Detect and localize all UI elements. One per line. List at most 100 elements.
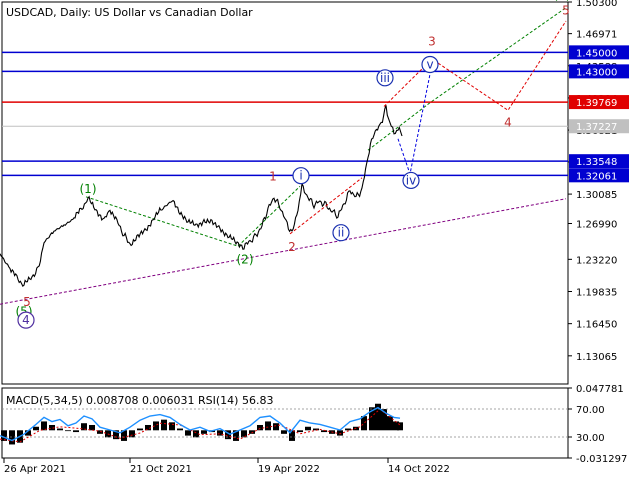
macd-bar [153, 421, 159, 431]
price-tick-label: 1.19835 [576, 287, 617, 298]
time-tick-label: 26 Apr 2021 [4, 464, 66, 475]
macd-signal-line [0, 408, 401, 443]
macd-bar [265, 421, 271, 431]
wave-label-circle [421, 55, 439, 74]
price-tick-label: 1.23220 [576, 255, 617, 266]
indicator-tick-label: -0.031297 [576, 454, 627, 465]
macd-bar [193, 430, 199, 438]
level-price-tag [569, 154, 629, 169]
level-price-tag-label: 1.33548 [576, 157, 617, 168]
wave-label: 5 [23, 295, 31, 309]
macd-bar [41, 421, 47, 431]
macd-bar [397, 422, 403, 431]
macd-bar [137, 428, 143, 431]
price-tick-label: 1.16450 [576, 320, 617, 331]
macd-bar [25, 430, 31, 436]
trendline [367, 7, 567, 151]
macd-bar [121, 430, 127, 441]
indicator-series [0, 403, 568, 445]
macd-bar [1, 430, 7, 441]
current-price-tag-label: 1.37227 [576, 122, 617, 133]
macd-bar [185, 430, 191, 436]
horizontal-levels [2, 51, 568, 177]
macd-bar [57, 428, 63, 431]
price-tick-label: 1.46971 [576, 30, 617, 41]
level-price-tag [569, 168, 629, 183]
trendline [0, 198, 567, 305]
macd-bar [257, 424, 263, 431]
price-tick-label: 1.50300 [576, 0, 617, 9]
macd-bar [381, 409, 387, 431]
level-price-tag-label: 1.39769 [576, 98, 617, 109]
macd-bar [201, 430, 207, 434]
projection-line [289, 177, 363, 235]
chart-title: USDCAD, Daily: US Dollar vs Canadian Dol… [6, 6, 253, 19]
macd-bar [297, 430, 303, 433]
time-tick-label: 19 Apr 2022 [258, 464, 320, 475]
wave-label: ii [338, 226, 345, 240]
price-tick-label: 1.30085 [576, 190, 617, 201]
time-tick-label: 14 Oct 2022 [388, 464, 450, 475]
indicator-pane-frame [1, 387, 569, 459]
price-series [0, 105, 403, 287]
macd-bar [65, 430, 71, 432]
macd-bar [33, 426, 39, 431]
wave-label: (2) [237, 252, 254, 266]
macd-bar [81, 423, 87, 431]
wave-label-circle [402, 171, 420, 190]
main-pane-frame [1, 1, 569, 385]
time-tick-label: 21 Oct 2021 [130, 464, 192, 475]
level-price-tag-label: 1.43000 [576, 67, 617, 78]
level-price-tag-label: 1.32061 [576, 171, 617, 182]
wave-label: iv [406, 173, 416, 187]
macd-bar [313, 428, 319, 431]
wave-label: v [426, 58, 433, 72]
macd-bar [305, 426, 311, 431]
macd-bar [89, 424, 95, 431]
macd-bar [169, 422, 175, 431]
indicator-tick-label: 0.047781 [576, 384, 624, 395]
wave-label: iii [380, 71, 390, 85]
level-price-tags: 1.45000 1.43000 1.39769 1.33548 1.32061 1.372… [569, 45, 629, 183]
price-tick-label: 1.13065 [576, 352, 617, 363]
macd-bar [249, 430, 255, 434]
macd-bar [73, 430, 79, 433]
macd-bar [321, 430, 327, 433]
macd-bar [49, 424, 55, 431]
indicator-legend: MACD(5,34,5) 0.008708 0.006031 RSI(14) 5… [6, 394, 273, 407]
projection-line [383, 20, 567, 111]
level-price-tag-label: 1.45000 [576, 48, 617, 59]
indicator-axis: 0.047781 70.00 30.00 -0.031297 [568, 384, 627, 465]
macd-bar [369, 407, 375, 431]
wave-label: 1 [269, 170, 277, 184]
macd-bar [375, 403, 381, 431]
level-price-tag [569, 95, 629, 110]
macd-bar [225, 430, 231, 440]
wave-label: (3) [554, 0, 571, 2]
macd-bar [145, 424, 151, 431]
price-line [0, 105, 403, 287]
wave-label: (1) [80, 182, 97, 196]
rsi-line [0, 406, 401, 442]
macd-bar [345, 428, 351, 431]
indicator-tick-label: 70.00 [576, 405, 605, 416]
wave-label: 3 [428, 35, 436, 49]
wave-label-circle [292, 167, 310, 185]
wave-label: 4 [504, 115, 512, 129]
level-price-tag [569, 45, 629, 60]
wave-label: i [299, 169, 302, 183]
macd-bar [361, 416, 367, 431]
macd-bar [387, 416, 393, 431]
current-price-tag [569, 119, 629, 134]
wave-label: 5 [562, 3, 570, 17]
macd-bar [393, 421, 399, 431]
macd-bar [289, 430, 295, 441]
macd-bar [337, 430, 343, 436]
level-price-tag [569, 64, 629, 79]
macd-bar [241, 430, 247, 438]
macd-bar [161, 419, 167, 431]
macd-bar [129, 430, 135, 438]
macd-bar [177, 428, 183, 431]
